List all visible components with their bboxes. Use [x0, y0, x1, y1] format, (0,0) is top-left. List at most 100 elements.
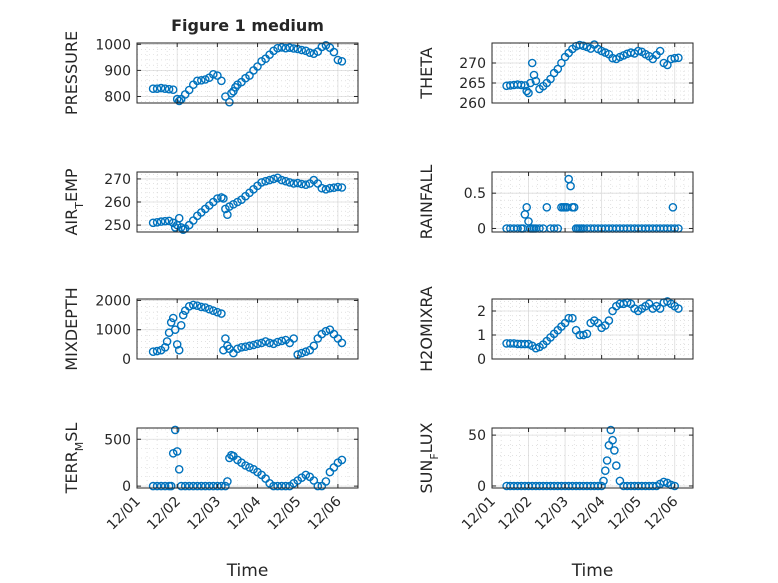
data-point — [526, 78, 535, 88]
data-point — [301, 470, 311, 480]
data-point — [674, 53, 683, 63]
data-point — [301, 180, 311, 189]
data-point — [152, 84, 162, 93]
data-point — [527, 58, 537, 68]
data-point — [164, 216, 174, 226]
data-point — [148, 481, 158, 491]
data-point — [297, 45, 307, 55]
axes-border — [491, 171, 694, 233]
data-point — [213, 194, 222, 203]
y-tick-label: 900 — [104, 63, 131, 79]
data-point — [245, 71, 254, 80]
data-point — [229, 87, 238, 96]
data-point — [321, 184, 331, 194]
data-point — [305, 48, 315, 58]
data-point — [337, 57, 347, 66]
y-axis-label: TERRMSL — [62, 423, 86, 495]
data-point — [221, 481, 230, 491]
data-point — [655, 304, 665, 313]
data-point — [166, 481, 176, 491]
y-tick-label: 270 — [104, 172, 131, 188]
data-point — [160, 481, 170, 491]
data-point — [245, 341, 254, 351]
data-point — [301, 46, 311, 56]
y-tick-label: 800 — [104, 89, 131, 105]
grid — [137, 172, 358, 232]
data-point — [184, 481, 194, 491]
data-point — [253, 339, 262, 349]
data-point — [174, 464, 184, 474]
data-point — [180, 481, 190, 491]
data-point — [529, 70, 539, 80]
data-point — [213, 307, 222, 317]
data-point — [231, 83, 240, 92]
data-point — [217, 76, 226, 86]
data-point — [601, 466, 610, 476]
x-tick-label: 12/01 — [459, 494, 499, 534]
data-point — [337, 338, 347, 348]
data-point — [225, 97, 234, 107]
axes-border — [491, 298, 694, 360]
data-point — [597, 481, 606, 491]
data-point — [168, 448, 178, 458]
y-tick-label: 500 — [104, 432, 131, 448]
data-point — [160, 342, 170, 352]
data-point — [313, 481, 323, 491]
y-axis-label-main: AIR — [62, 209, 81, 236]
data-point — [192, 301, 202, 311]
data-point — [321, 477, 331, 486]
data-point — [579, 41, 588, 51]
x-tick-label: 12/01 — [104, 494, 144, 534]
data-point — [168, 313, 178, 323]
data-point — [606, 425, 616, 435]
data-point — [273, 481, 282, 491]
data-point — [668, 202, 678, 212]
axes-border — [136, 427, 359, 489]
data-point — [257, 178, 266, 187]
data-point — [612, 461, 621, 470]
data-point — [192, 481, 202, 491]
data-point — [582, 329, 592, 339]
data-point — [670, 53, 680, 63]
data-point — [602, 456, 612, 465]
data-point — [170, 325, 180, 335]
y-tick-label: 270 — [459, 56, 486, 72]
grid — [137, 428, 358, 488]
data-point — [281, 176, 291, 186]
data-point — [176, 320, 186, 330]
data-point — [229, 199, 238, 209]
data-point — [520, 81, 530, 90]
series-points — [148, 173, 347, 234]
data-point — [277, 336, 287, 346]
data-point — [162, 337, 172, 346]
data-point — [172, 447, 182, 456]
data-point — [333, 182, 343, 192]
grid — [492, 43, 693, 104]
y-tick-label: 260 — [104, 195, 131, 211]
y-tick-label: 0 — [122, 352, 131, 368]
data-point — [265, 175, 274, 185]
data-point — [604, 316, 614, 325]
axes-rainfall: 0 0.5 RAINFALL — [417, 165, 694, 239]
data-point — [174, 345, 184, 355]
data-point — [160, 84, 170, 93]
data-point — [227, 89, 236, 98]
x-tick-label: 12/03 — [532, 494, 572, 534]
data-point — [329, 47, 339, 57]
data-point — [253, 62, 262, 71]
data-point — [170, 425, 180, 435]
axes-terr_msl: 0 500 12/01 12/02 12/03 12/04 12/05 12/06 TERRMS… — [62, 423, 359, 581]
data-point — [213, 71, 222, 80]
data-point — [164, 84, 174, 94]
data-point — [172, 340, 182, 349]
data-point — [579, 330, 588, 340]
x-axis-label: Time — [226, 561, 269, 581]
y-axis-label: H2OMIXRA — [417, 286, 436, 372]
data-point — [184, 85, 194, 95]
series-points — [148, 300, 347, 359]
data-point — [166, 318, 176, 327]
y-axis-label: MIXDEPTH — [62, 287, 81, 370]
y-tick-label: 1000 — [95, 37, 131, 53]
